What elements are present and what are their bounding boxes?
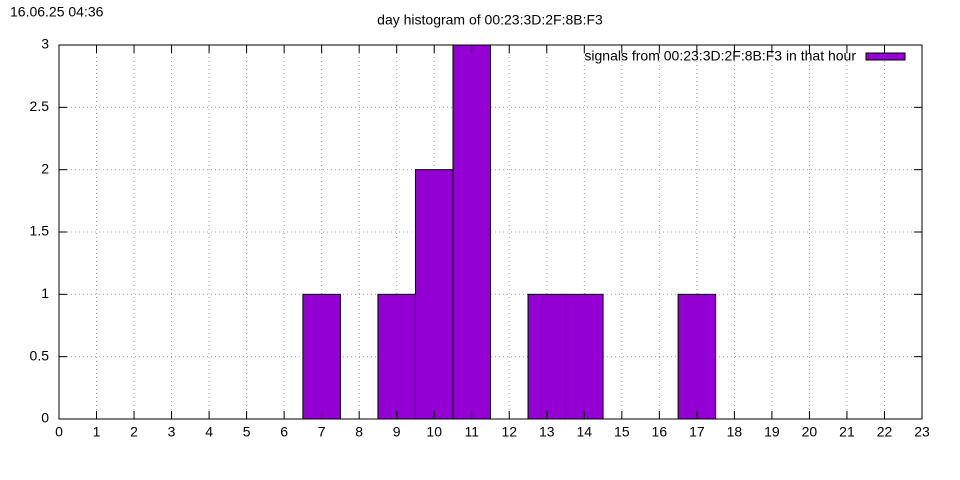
legend-label: signals from 00:23:3D:2F:8B:F3 in that h… (584, 48, 856, 64)
bar (377, 293, 416, 419)
x-tick-label: 22 (877, 424, 893, 440)
x-tick-label: 2 (130, 424, 138, 440)
x-tick-label: 3 (168, 424, 176, 440)
x-tick-label: 1 (93, 424, 101, 440)
y-tick-label: 2.5 (30, 98, 50, 114)
x-tick-label: 10 (426, 424, 442, 440)
x-tick-label: 0 (55, 424, 63, 440)
y-tick-label: 1.5 (30, 223, 50, 239)
y-tick-label: 2 (41, 160, 49, 176)
bar (452, 45, 492, 419)
x-tick-label: 13 (539, 424, 555, 440)
y-tick-label: 0 (41, 410, 49, 426)
x-tick-label: 21 (839, 424, 855, 440)
timestamp: 16.06.25 04:36 (10, 4, 104, 20)
chart-title: day histogram of 00:23:3D:2F:8B:F3 (377, 12, 603, 28)
y-tick-label: 1 (41, 285, 49, 301)
bars (302, 45, 717, 419)
x-tick-label: 11 (464, 424, 479, 440)
bar (302, 293, 341, 419)
y-tick-label: 0.5 (30, 347, 50, 363)
x-tick-label: 14 (577, 424, 593, 440)
x-tick-label: 9 (393, 424, 401, 440)
x-tick-label: 23 (914, 424, 930, 440)
x-tick-label: 15 (614, 424, 630, 440)
x-tick-label: 6 (280, 424, 288, 440)
bar (527, 293, 567, 419)
x-tick-label: 7 (318, 424, 326, 440)
legend-swatch (865, 52, 906, 61)
y-tick-label: 3 (41, 36, 49, 52)
x-tick-label: 12 (501, 424, 517, 440)
x-tick-label: 8 (355, 424, 363, 440)
x-tick-label: 4 (205, 424, 213, 440)
x-tick-label: 19 (764, 424, 780, 440)
x-tick-label: 5 (243, 424, 251, 440)
bar (677, 293, 717, 419)
bar (565, 293, 604, 419)
x-tick-label: 20 (802, 424, 818, 440)
x-tick-label: 16 (652, 424, 668, 440)
x-tick-label: 18 (727, 424, 743, 440)
x-tick-label: 17 (689, 424, 705, 440)
bar (414, 169, 454, 419)
